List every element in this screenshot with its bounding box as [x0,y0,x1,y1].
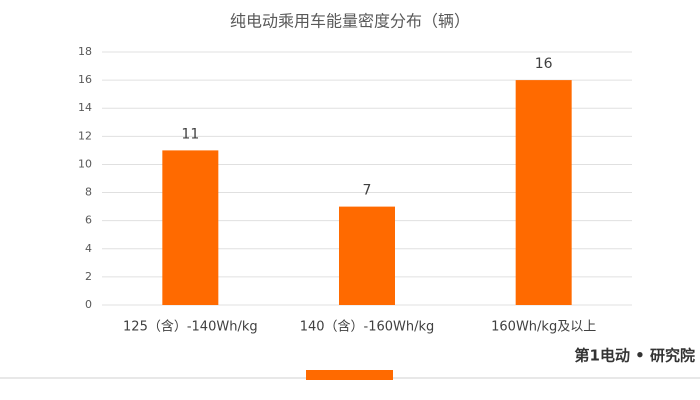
y-tick-label: 16 [78,73,92,86]
footer-accent [306,370,393,380]
data-label: 7 [363,183,372,199]
x-tick-label: 160Wh/kg及以上 [491,320,596,335]
y-tick-label: 6 [85,214,92,227]
y-tick-label: 4 [85,242,92,255]
y-tick-label: 2 [85,270,92,283]
y-tick-label: 14 [78,101,92,114]
chart-title: 纯电动乘用车能量密度分布（辆） [230,12,470,31]
x-tick-label: 140（含）-160Wh/kg [300,319,435,335]
data-label: 11 [181,126,199,142]
footer-brand: 第1电动 • 研究院 [575,347,695,365]
x-tick-label: 125（含）-140Wh/kg [123,319,258,335]
bar [339,206,395,305]
y-tick-label: 0 [85,298,92,311]
data-label: 16 [535,56,553,72]
bar [515,80,572,305]
bar [162,150,219,305]
y-tick-label: 18 [78,45,92,58]
y-tick-label: 8 [85,186,92,199]
y-tick-label: 12 [78,129,92,142]
y-tick-label: 10 [78,157,92,170]
